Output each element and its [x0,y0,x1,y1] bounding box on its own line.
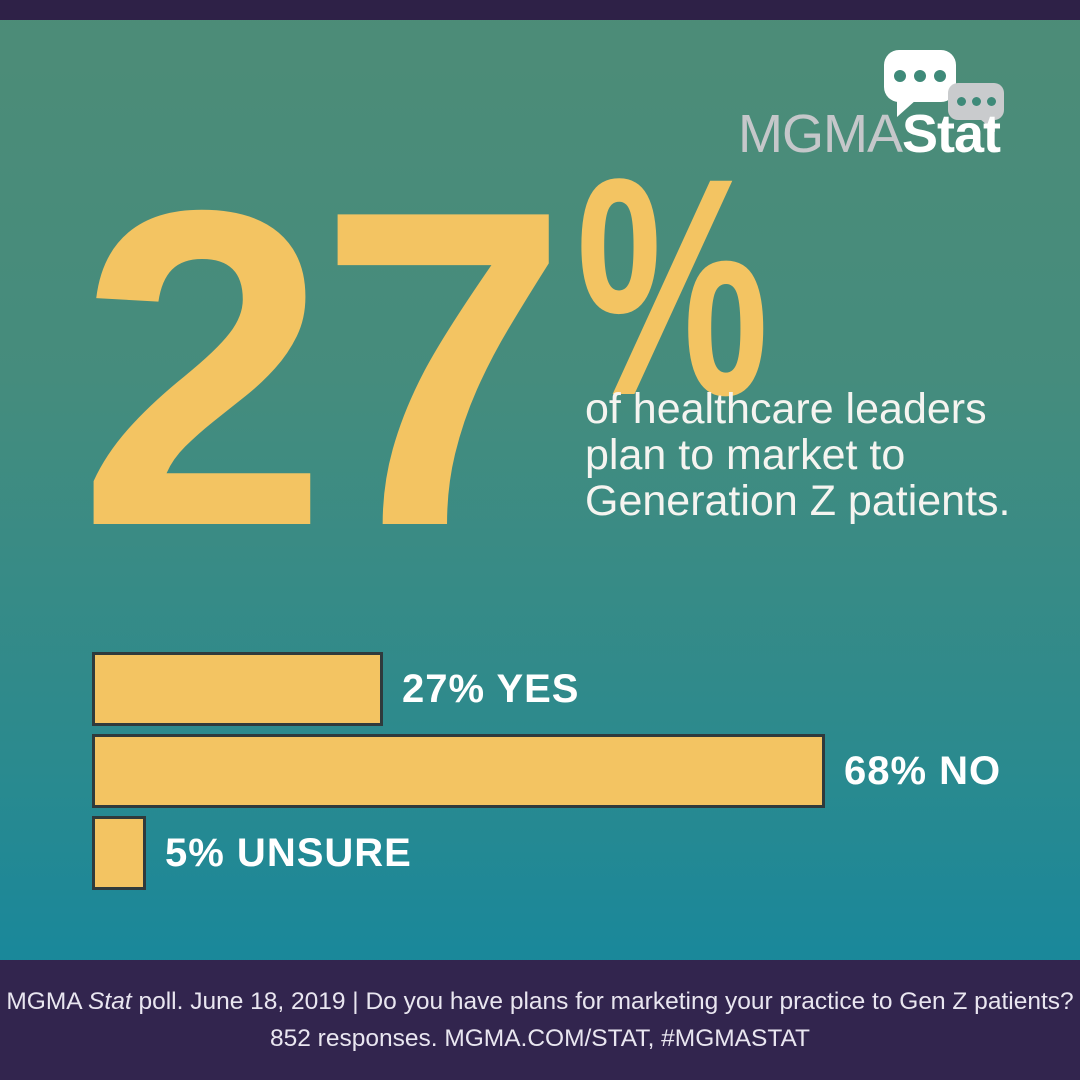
logo-wordmark: MGMAStat [737,104,1001,164]
footer-line-2: 852 responses. MGMA.COM/STAT, #MGMASTAT [269,1024,811,1052]
logo-stat-text: Stat [901,104,1001,164]
bar-row-yes: 27% YES [92,652,1001,726]
bar-unsure [92,816,146,890]
bubble-dot-icon [934,70,946,82]
footer-line1-stat-italic: Stat [88,987,132,1015]
bubble-dot-icon [956,97,966,106]
bar-row-unsure: 5% UNSURE [92,816,1001,890]
footer-line1-prefix: MGMA [6,987,89,1015]
logo-mgma-text: MGMA [737,104,903,164]
top-border-strip [0,0,1080,20]
headline-number: 27 [78,118,569,620]
footer-band: MGMA Stat poll. June 18, 2019 | Do you h… [0,960,1080,1080]
footer-line1-rest: poll. June 18, 2019 | Do you have plans … [131,987,1074,1015]
footer-line-1: MGMA Stat poll. June 18, 2019 | Do you h… [6,988,1073,1016]
speech-bubble-icon [884,50,956,117]
headline-description-line: plan to market to [585,431,906,479]
headline-description: of healthcare leaders plan to market to … [585,386,1010,524]
speech-bubble-small-icon [948,83,1004,132]
bar-label-yes: 27% YES [402,666,580,711]
bar-row-no: 68% NO [92,734,1001,808]
bar-no [92,734,825,808]
mgma-stat-logo: MGMAStat [737,48,1004,168]
bar-label-unsure: 5% UNSURE [165,830,412,875]
bubble-dot-icon [971,97,981,106]
poll-bar-chart: 27% YES 68% NO 5% UNSURE [92,652,1001,890]
headline-percent-sign: % [576,113,769,460]
bar-label-no: 68% NO [844,748,1002,793]
bubble-dot-icon [894,70,906,82]
bubble-dot-icon [986,97,996,106]
headline-description-line: of healthcare leaders [585,385,987,433]
bar-yes [92,652,383,726]
bubble-dot-icon [914,70,926,82]
headline-description-line: Generation Z patients. [585,477,1011,525]
